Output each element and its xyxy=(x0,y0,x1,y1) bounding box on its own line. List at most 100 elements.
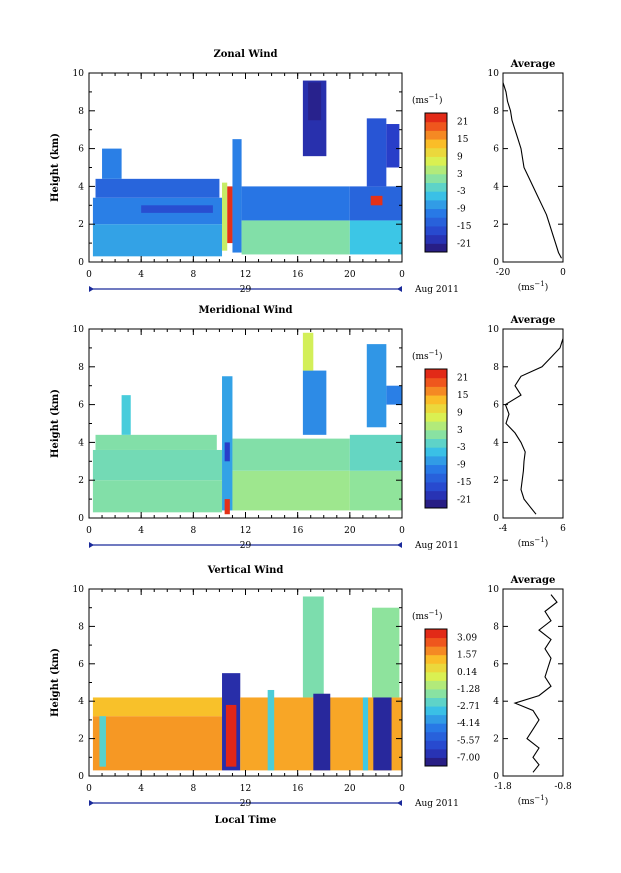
colorbar-tick-label: 0.14 xyxy=(457,668,477,678)
y-tick-label: 10 xyxy=(73,585,85,595)
heatmap-cells xyxy=(92,596,402,771)
colorbar-swatch xyxy=(425,697,447,707)
profile-title: Average xyxy=(510,315,556,326)
colorbar-swatch xyxy=(425,165,447,175)
profile-x-tick-label: 6 xyxy=(560,524,566,534)
heatmap-cell xyxy=(92,480,223,513)
y-tick-label: 4 xyxy=(78,697,84,707)
colorbar-tick-label: 3 xyxy=(457,426,463,436)
y-tick-label: 4 xyxy=(78,182,84,192)
y-tick-label: 0 xyxy=(78,258,84,268)
panel-title: Meridional Wind xyxy=(198,305,292,316)
colorbar-swatch xyxy=(425,377,447,387)
colorbar-tick-label: -15 xyxy=(457,222,472,232)
heatmap-cell xyxy=(386,385,402,405)
x-axis-label: Local Time xyxy=(215,815,277,826)
profile-y-tick-label: 4 xyxy=(493,697,499,707)
heatmap-cell xyxy=(366,344,387,428)
colorbar-swatch xyxy=(425,369,447,379)
date-label: 29 xyxy=(240,285,252,295)
colorbar-swatch xyxy=(425,243,447,253)
y-tick-label: 2 xyxy=(78,735,84,745)
y-axis-label: Height (km) xyxy=(50,648,61,717)
colorbar-swatch xyxy=(425,757,447,767)
x-tick-label: 0 xyxy=(86,526,92,536)
date-bar-left-arrow xyxy=(89,286,94,292)
heatmap-cell xyxy=(92,224,223,257)
heatmap-cell xyxy=(95,434,217,450)
y-tick-label: 8 xyxy=(78,363,84,373)
colorbar-swatch xyxy=(425,464,447,474)
colorbar-swatch xyxy=(425,403,447,413)
heatmap-cell xyxy=(386,124,400,168)
date-bar-left-arrow xyxy=(89,542,94,548)
colorbar-unit: (ms−1) xyxy=(412,93,443,106)
colorbar-tick-label: -15 xyxy=(457,478,472,488)
colorbar-tick-label: 21 xyxy=(457,118,468,128)
colorbar-tick-label: 9 xyxy=(457,408,463,418)
profile-line xyxy=(502,82,562,259)
y-tick-label: 8 xyxy=(78,622,84,632)
x-tick-label: 20 xyxy=(344,270,356,280)
heatmap-cell xyxy=(302,332,314,371)
colorbar-tick-label: -21 xyxy=(457,495,472,505)
colorbar-swatch xyxy=(425,714,447,724)
heatmap-cell xyxy=(121,395,131,435)
colorbar: 21 15 9 3 -3 -9 -15 -21 (ms−1) xyxy=(412,349,472,509)
y-tick-label: 10 xyxy=(73,325,85,335)
date-suffix: Aug 2011 xyxy=(414,285,459,295)
colorbar-tick-label: -9 xyxy=(457,461,466,471)
y-tick-label: 2 xyxy=(78,220,84,230)
y-tick-label: 6 xyxy=(78,145,84,155)
colorbar-swatch xyxy=(425,395,447,405)
profile-y-tick-label: 8 xyxy=(493,107,499,117)
date-label: 29 xyxy=(240,541,252,551)
colorbar-swatch xyxy=(425,731,447,741)
profile-y-tick-label: 6 xyxy=(493,401,499,411)
heatmap-cell xyxy=(362,697,369,771)
x-tick-label: 0 xyxy=(86,270,92,280)
colorbar-swatch xyxy=(425,199,447,210)
date-bar-right-arrow xyxy=(397,800,402,806)
x-tick-label: 12 xyxy=(240,270,251,280)
heatmap-cell xyxy=(224,442,230,462)
date-suffix: Aug 2011 xyxy=(414,541,459,551)
colorbar-tick-label: 15 xyxy=(457,391,469,401)
heatmap-cell xyxy=(241,220,350,255)
colorbar-tick-label: -5.57 xyxy=(457,736,480,746)
heatmap-cell xyxy=(302,596,324,698)
heatmap-cell xyxy=(227,186,233,244)
x-tick-label: 12 xyxy=(240,784,251,794)
heatmap-cell xyxy=(366,118,387,187)
colorbar-swatch xyxy=(425,421,447,431)
y-tick-label: 10 xyxy=(73,69,85,79)
colorbar-unit: (ms−1) xyxy=(412,349,443,362)
colorbar-swatch xyxy=(425,156,447,166)
colorbar-tick-label: -1.28 xyxy=(457,685,480,695)
profile-frame xyxy=(502,588,564,777)
colorbar-swatch xyxy=(425,671,447,681)
colorbar-tick-label: -3 xyxy=(457,187,466,197)
colorbar-swatch xyxy=(425,182,447,192)
colorbar-swatch xyxy=(425,680,447,690)
x-tick-label: 0 xyxy=(399,526,405,536)
heatmap-cell xyxy=(308,82,322,121)
colorbar-swatch xyxy=(425,688,447,698)
heatmap-cell xyxy=(267,689,275,771)
x-tick-label: 0 xyxy=(399,784,405,794)
heatmap-cells xyxy=(92,80,402,257)
colorbar-swatch xyxy=(425,748,447,758)
date-bar-right-arrow xyxy=(397,286,402,292)
heatmap-cell xyxy=(232,470,350,511)
heatmap-cell xyxy=(349,470,402,511)
colorbar-swatch xyxy=(425,217,447,227)
colorbar-unit: (ms−1) xyxy=(412,609,443,622)
colorbar-swatch xyxy=(425,234,447,244)
colorbar-swatch xyxy=(425,654,447,664)
colorbar-swatch xyxy=(425,740,447,750)
x-tick-label: 4 xyxy=(138,270,144,280)
x-tick-label: 20 xyxy=(344,526,356,536)
